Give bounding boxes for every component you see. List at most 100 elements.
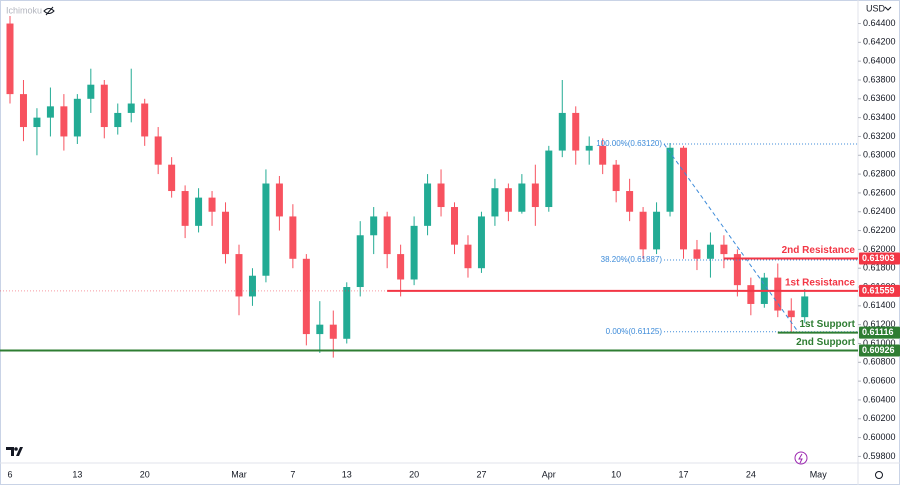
candle-body xyxy=(356,235,364,288)
candle-body xyxy=(504,188,512,212)
x-tick-label: Mar xyxy=(231,469,247,479)
candle-body xyxy=(195,197,203,226)
y-tick-label: 0.61200 xyxy=(863,319,896,329)
replay-bolt[interactable] xyxy=(798,453,803,464)
candle-body xyxy=(262,183,270,276)
level-value-label: 0.61116 xyxy=(862,327,894,337)
indicator-legend: Ichimoku xyxy=(6,5,55,16)
y-tick-label: 0.60400 xyxy=(863,394,896,404)
currency: USD xyxy=(866,3,886,13)
candle-body xyxy=(370,216,378,236)
candle-body xyxy=(316,324,324,335)
candle-body xyxy=(87,84,95,99)
settings-gear[interactable] xyxy=(875,471,883,479)
candle-body xyxy=(626,191,634,212)
candle-body xyxy=(141,103,149,137)
replay-circle[interactable] xyxy=(794,451,808,465)
y-tick-label: 0.63200 xyxy=(863,131,896,141)
y-tick-label: 0.61000 xyxy=(863,338,896,348)
candle-body xyxy=(653,211,661,250)
visibility-icon[interactable] xyxy=(43,6,55,16)
candle-body xyxy=(558,112,566,151)
x-tick-label: Apr xyxy=(542,469,556,479)
candle-body xyxy=(801,296,809,318)
y-tick-label: 0.61800 xyxy=(863,263,896,273)
x-tick-label: 27 xyxy=(476,469,486,479)
y-tick-label: 0.64400 xyxy=(863,18,896,28)
x-tick-label: May xyxy=(810,469,828,479)
candle-body xyxy=(680,147,687,250)
x-tick-label: 6 xyxy=(7,469,12,479)
candle-body xyxy=(46,106,54,118)
x-tick-label: 24 xyxy=(746,469,756,479)
level-value-box xyxy=(859,344,900,357)
fib-label: 38.20%(0.61887) xyxy=(601,255,663,264)
tv-logo-mark xyxy=(6,447,23,456)
candle-body xyxy=(774,277,782,311)
candle-body xyxy=(747,285,755,304)
candle-body xyxy=(100,84,108,128)
tv-logo xyxy=(6,447,23,456)
candle-body xyxy=(693,249,701,259)
fib-label: 100.00%(0.63120) xyxy=(596,139,662,148)
candle-body xyxy=(437,183,445,208)
candle-body xyxy=(397,254,405,280)
candle-body xyxy=(343,287,351,339)
x-tick-label: 13 xyxy=(342,469,352,479)
y-tick-label: 0.60200 xyxy=(863,413,896,423)
candle-body xyxy=(248,275,256,297)
level-label: 2nd Resistance xyxy=(782,245,856,256)
level-value-box xyxy=(859,284,900,297)
candle-body xyxy=(289,216,297,259)
y-tick-label: 0.64200 xyxy=(863,37,896,47)
candle-body xyxy=(733,254,741,286)
candle-body xyxy=(114,112,122,128)
x-tick-label: 13 xyxy=(72,469,82,479)
y-tick-label: 0.62200 xyxy=(863,225,896,235)
candle-body xyxy=(222,211,230,255)
candle-body xyxy=(275,183,283,217)
tv-logo-dot xyxy=(14,447,18,451)
level-label: 1st Support xyxy=(799,319,855,330)
currency-dropdown[interactable] xyxy=(884,6,892,11)
fib-trend-line xyxy=(663,143,799,333)
candle-body xyxy=(639,211,647,250)
candle-body xyxy=(208,197,216,212)
candle-body xyxy=(127,103,135,113)
level-value-box xyxy=(859,252,900,265)
candle-body xyxy=(666,147,674,212)
y-tick-label: 0.61400 xyxy=(863,300,896,310)
x-tick-label: 10 xyxy=(611,469,621,479)
candle-body xyxy=(599,145,607,165)
level-value-label: 0.61903 xyxy=(862,253,895,263)
x-tick-label: 17 xyxy=(678,469,688,479)
indicator-name: Ichimoku xyxy=(6,5,42,15)
candle-body xyxy=(477,216,485,269)
candle-body xyxy=(383,216,391,255)
y-tick-label: 0.63400 xyxy=(863,112,896,122)
candle-body xyxy=(585,145,593,151)
replay-button[interactable] xyxy=(794,451,808,465)
candle-body xyxy=(451,207,459,245)
candle-body xyxy=(73,98,81,137)
candle-body xyxy=(168,164,176,192)
y-tick-label: 0.62600 xyxy=(863,187,896,197)
fib-label: 0.00%(0.61125) xyxy=(606,327,663,336)
level-value-label: 0.61559 xyxy=(862,285,895,295)
settings-button[interactable] xyxy=(875,471,883,479)
candle-body xyxy=(154,136,162,165)
candle-body xyxy=(545,150,553,208)
candle-body xyxy=(424,183,432,226)
candle-body xyxy=(181,191,189,226)
candle-body xyxy=(464,244,472,269)
y-tick-label: 0.62000 xyxy=(863,244,896,254)
candle-body xyxy=(612,164,620,192)
candle-body xyxy=(19,94,27,128)
candle-body xyxy=(518,183,526,212)
y-tick-label: 0.63600 xyxy=(863,93,896,103)
candle-body xyxy=(33,117,41,128)
level-label: 1st Resistance xyxy=(785,278,855,289)
candle-body xyxy=(491,188,499,217)
y-tick-label: 0.60800 xyxy=(863,357,896,367)
